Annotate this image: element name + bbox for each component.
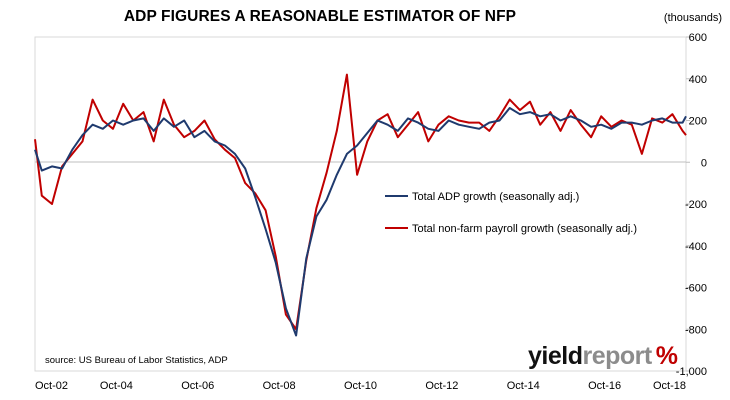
x-tick-label: Oct-18 [653,380,686,392]
y-tick-label: -400 [685,241,707,253]
legend: Total ADP growth (seasonally adj.) Total… [385,191,637,235]
x-tick-label: Oct-16 [588,380,621,392]
x-tick-label: Oct-10 [344,380,377,392]
plot-area-frame [34,36,687,372]
logo-percent-icon: % [655,342,678,370]
y-tick-label: 400 [689,74,707,86]
y-tick-label: -800 [685,324,707,336]
chart-title: ADP FIGURES A REASONABLE ESTIMATOR OF NF… [123,8,517,25]
y-tick-label: -1,000 [676,366,707,378]
source-note: source: US Bureau of Labor Statistics, A… [45,355,228,366]
x-tick-label: Oct-08 [263,380,296,392]
series-line-adp [34,107,687,337]
logo-part-yield: yield [528,342,583,370]
y-tick-label: -200 [685,199,707,211]
y-tick-label: 0 [701,157,707,169]
logo-part-report: report [582,342,652,370]
x-tick-label: Oct-02 [35,380,68,392]
x-tick-label: Oct-12 [425,380,458,392]
series-layer [34,73,687,337]
legend-label-nfp: Total non-farm payroll growth (seasonall… [412,223,637,235]
y-axis: 600 400 200 0 -200 -400 -600 -800 -1,000 [676,32,707,378]
y-tick-label: -600 [685,283,707,295]
x-tick-label: Oct-14 [507,380,540,392]
y-tick-label: 200 [689,116,707,128]
x-tick-label: Oct-06 [181,380,214,392]
y-axis-unit-label: (thousands) [663,12,722,24]
yieldreport-logo: yieldreport% [528,342,678,371]
y-tick-label: 600 [689,32,707,44]
x-axis: Oct-02 Oct-04 Oct-06 Oct-08 Oct-10 Oct-12 Oct-… [35,380,686,392]
x-tick-label: Oct-04 [100,380,133,392]
series-line-nfp [34,73,687,331]
legend-label-adp: Total ADP growth (seasonally adj.) [412,191,579,203]
